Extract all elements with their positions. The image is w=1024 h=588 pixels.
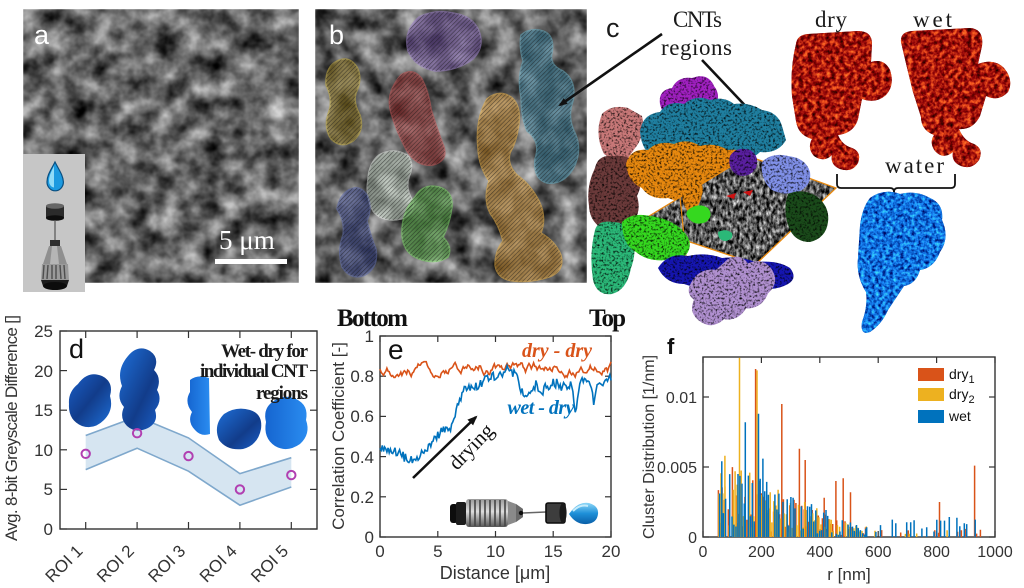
svg-text:ROI 5: ROI 5 [247,541,292,586]
svg-text:individual CNT: individual CNT [200,361,308,382]
svg-text:dry1: dry1 [949,366,975,386]
svg-text:dry2: dry2 [949,386,975,406]
svg-text:e: e [388,334,404,365]
svg-text:0.4: 0.4 [350,448,374,467]
svg-text:0.8: 0.8 [350,367,374,386]
svg-text:20: 20 [602,542,621,561]
svg-text:0: 0 [365,528,374,547]
svg-text:5: 5 [433,542,442,561]
svg-text:1: 1 [365,327,374,346]
svg-text:wet: wet [913,7,953,32]
svg-text:Top: Top [589,305,626,332]
svg-text:15: 15 [34,401,53,420]
svg-text:200: 200 [748,544,775,561]
svg-text:regions: regions [661,35,732,60]
svg-text:1000: 1000 [977,544,1013,561]
svg-text:Correlation Coefficient [-]: Correlation Coefficient [-] [330,342,348,530]
svg-text:400: 400 [806,544,833,561]
svg-text:10: 10 [34,441,53,460]
svg-text:d: d [69,334,84,364]
svg-text:dry: dry [815,7,848,32]
svg-text:CNTs: CNTs [673,7,722,32]
svg-text:0: 0 [375,542,384,561]
svg-text:0.01: 0.01 [666,390,697,407]
svg-text:wet: wet [948,408,971,424]
svg-text:25: 25 [34,322,53,341]
svg-text:ROI 2: ROI 2 [93,541,138,586]
svg-text:0: 0 [699,544,708,561]
svg-text:f: f [667,334,675,359]
svg-text:ROI 3: ROI 3 [144,541,189,586]
svg-text:0.6: 0.6 [350,407,374,426]
svg-text:ROI 4: ROI 4 [196,541,241,586]
svg-text:Distance [μm]: Distance [μm] [440,563,550,583]
svg-text:600: 600 [865,544,892,561]
svg-text:r [nm]: r [nm] [827,565,870,584]
svg-text:Avg. 8-bit Greyscale Differenc: Avg. 8-bit Greyscale Difference [] [2,315,21,541]
svg-text:water: water [885,153,944,178]
svg-text:Wet- dry for: Wet- dry for [221,341,309,362]
svg-text:15: 15 [544,542,563,561]
svg-text:0.005: 0.005 [657,460,697,477]
svg-text:Bottom: Bottom [337,305,408,332]
svg-text:20: 20 [34,362,53,381]
svg-text:800: 800 [923,544,950,561]
svg-text:0: 0 [44,520,53,539]
svg-text:10: 10 [486,542,505,561]
svg-text:wet - dry: wet - dry [508,397,575,419]
svg-text:0: 0 [688,530,697,547]
svg-text:c: c [606,13,620,43]
svg-text:ROI 1: ROI 1 [42,541,87,586]
svg-text:5: 5 [44,480,53,499]
svg-text:regions: regions [256,383,308,404]
svg-text:Cluster Distribution [1/nm]: Cluster Distribution [1/nm] [641,355,658,539]
svg-text:0.2: 0.2 [350,488,374,507]
svg-text:dry - dry: dry - dry [522,340,592,362]
